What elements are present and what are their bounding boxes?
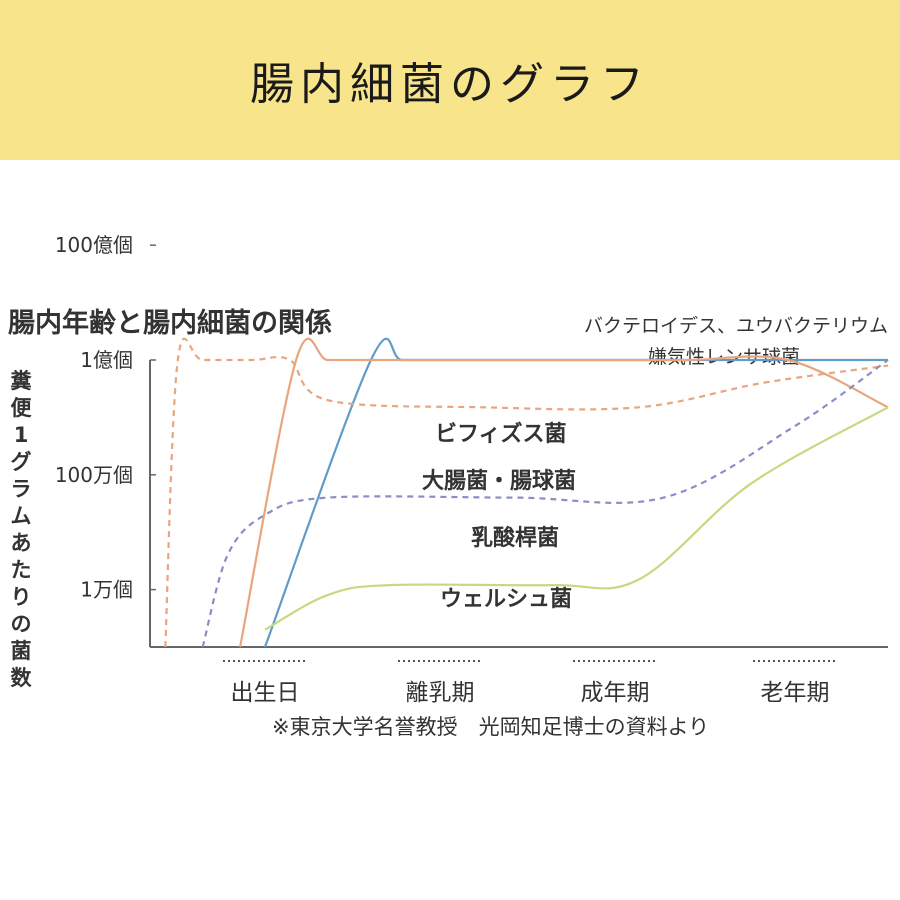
y-axis-label-char: た <box>11 558 32 582</box>
y-axis-label-char: 数 <box>11 666 33 690</box>
stage-label: 出生日 <box>231 680 300 706</box>
stage-label: 老年期 <box>761 680 830 706</box>
y-tick-label: 100億個 <box>55 233 133 257</box>
y-axis-label-char: 菌 <box>11 639 32 663</box>
y-axis-label-char: の <box>11 612 32 636</box>
annotation-bacteroides: バクテロイデス、ユウバクテリウム <box>584 315 888 337</box>
y-axis-label-char: り <box>11 585 32 609</box>
y-tick-label: 100万個 <box>55 463 133 487</box>
series-line-3 <box>201 359 889 648</box>
series-line-0 <box>263 337 888 648</box>
annotation-bifidobacteria: ビフィズス菌 <box>435 421 567 447</box>
banner-title: 腸内細菌のグラフ <box>250 59 650 110</box>
y-tick-label: 1万個 <box>80 578 133 602</box>
y-ticks: 1万個100万個1億個100億個1兆個 <box>55 233 156 602</box>
y-axis-label-char: 糞 <box>10 369 33 393</box>
y-tick-label: 1億個 <box>80 348 133 372</box>
annotation-lactobacilli: 乳酸桿菌 <box>471 525 559 551</box>
y-axis-label-char: 便 <box>11 396 33 420</box>
title-banner: 腸内細菌のグラフ <box>0 0 900 160</box>
stage-label: 成年期 <box>581 680 650 706</box>
series-line-2 <box>164 337 889 648</box>
annotation-ecoli-enterococci: 大腸菌・腸球菌 <box>422 469 576 494</box>
chart: 腸内年齢と腸内細菌の関係 バクテロイデス、ユウバクテリウム 嫌気性レンサ球菌 ビ… <box>8 233 889 739</box>
series-line-4 <box>264 406 889 631</box>
series-lines <box>164 337 889 648</box>
axes <box>149 360 888 648</box>
y-axis-label-char: 1 <box>14 423 29 447</box>
annotation-clostridium-perfringens: ウェルシュ菌 <box>440 587 572 612</box>
y-axis-label-char: あ <box>11 531 32 555</box>
y-axis-label-char: グ <box>11 450 32 474</box>
series-line-1 <box>239 337 889 648</box>
source-note: ※東京大学名誉教授 光岡知足博士の資料より <box>272 715 709 739</box>
stage-ticks: 出生日 離乳期 成年期 老年期 <box>223 660 837 706</box>
chart-title: 腸内年齢と腸内細菌の関係 <box>8 307 332 339</box>
y-axis-label-char: ラ <box>11 477 32 501</box>
y-axis-label-char: ム <box>11 504 32 528</box>
stage-label: 離乳期 <box>406 680 475 706</box>
